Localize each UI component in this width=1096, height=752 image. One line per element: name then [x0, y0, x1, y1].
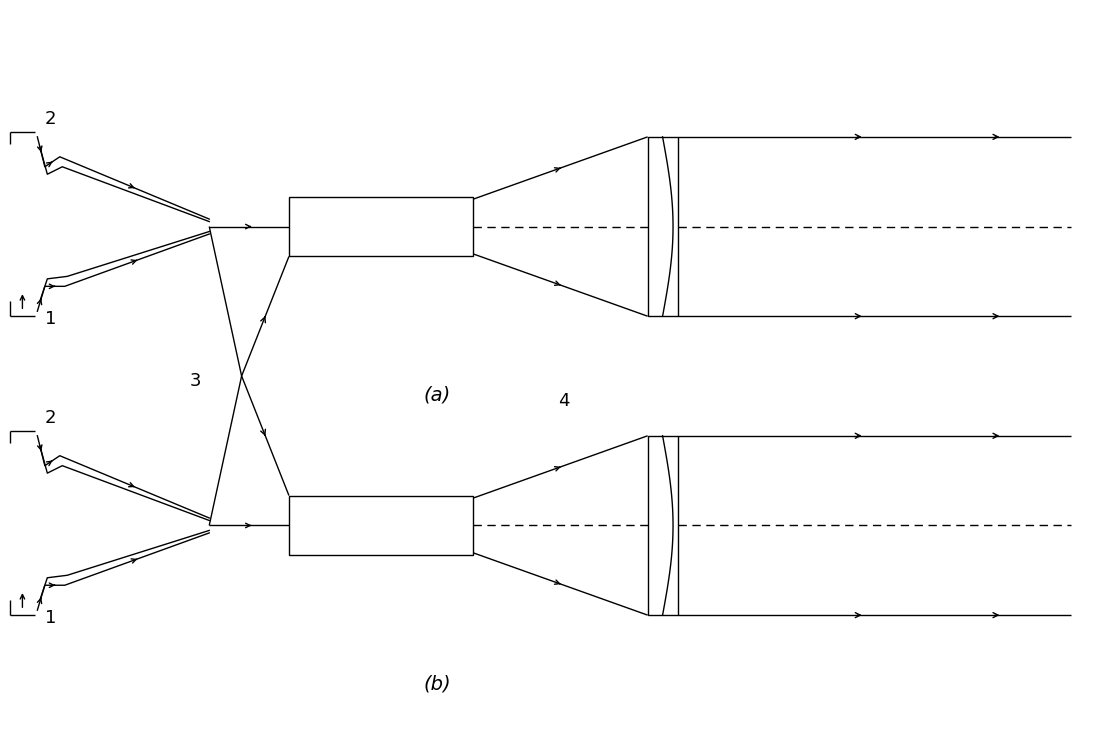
Bar — [648, 435, 677, 615]
Text: 3: 3 — [190, 372, 201, 390]
Text: (a): (a) — [423, 386, 450, 405]
Text: 4: 4 — [558, 392, 570, 410]
Text: 1: 1 — [45, 608, 56, 626]
Text: 1: 1 — [45, 310, 56, 328]
Text: 2: 2 — [45, 409, 56, 427]
Bar — [289, 496, 473, 555]
Text: 2: 2 — [45, 111, 56, 129]
Bar — [648, 137, 677, 317]
Bar — [289, 197, 473, 256]
Text: (b): (b) — [423, 675, 452, 694]
